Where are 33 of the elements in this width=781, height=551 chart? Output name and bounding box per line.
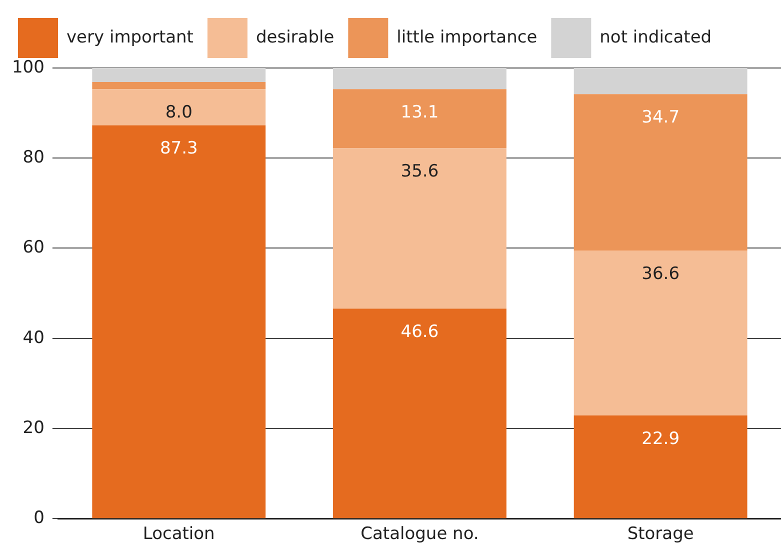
y-tick-label: 0 — [34, 508, 44, 528]
bar — [92, 68, 266, 82]
data-label: 36.6 — [642, 264, 680, 284]
bar — [574, 415, 748, 518]
data-label: 87.3 — [160, 138, 198, 159]
bar — [574, 250, 748, 416]
bar — [574, 94, 748, 250]
bar — [333, 68, 506, 90]
bar — [92, 82, 266, 90]
data-label: 35.6 — [400, 162, 439, 182]
bar — [574, 68, 748, 94]
y-tick-label: 80 — [22, 148, 44, 168]
data-label: 8.0 — [165, 102, 192, 123]
y-tick-label: 40 — [22, 328, 44, 348]
x-tick-label: Location — [142, 524, 215, 544]
y-tick-label: 20 — [22, 418, 44, 438]
bar — [333, 308, 506, 518]
bar — [333, 89, 506, 148]
legend-label: desirable — [256, 27, 334, 48]
legend-label: very important — [66, 27, 194, 48]
data-label: 34.7 — [642, 108, 680, 128]
data-label: 22.9 — [642, 428, 680, 449]
data-label: 46.6 — [400, 322, 439, 342]
y-tick-label: 60 — [22, 238, 44, 258]
x-tick-label: Storage — [627, 524, 694, 544]
legend-label: not indicated — [600, 27, 712, 48]
legend-label: little importance — [396, 27, 538, 48]
bar — [92, 89, 266, 126]
y-tick-label: 100 — [12, 57, 44, 78]
data-label: 13.1 — [400, 102, 439, 123]
x-tick-label: Catalogue no. — [360, 524, 479, 544]
bar — [333, 148, 506, 309]
bar — [92, 125, 266, 518]
